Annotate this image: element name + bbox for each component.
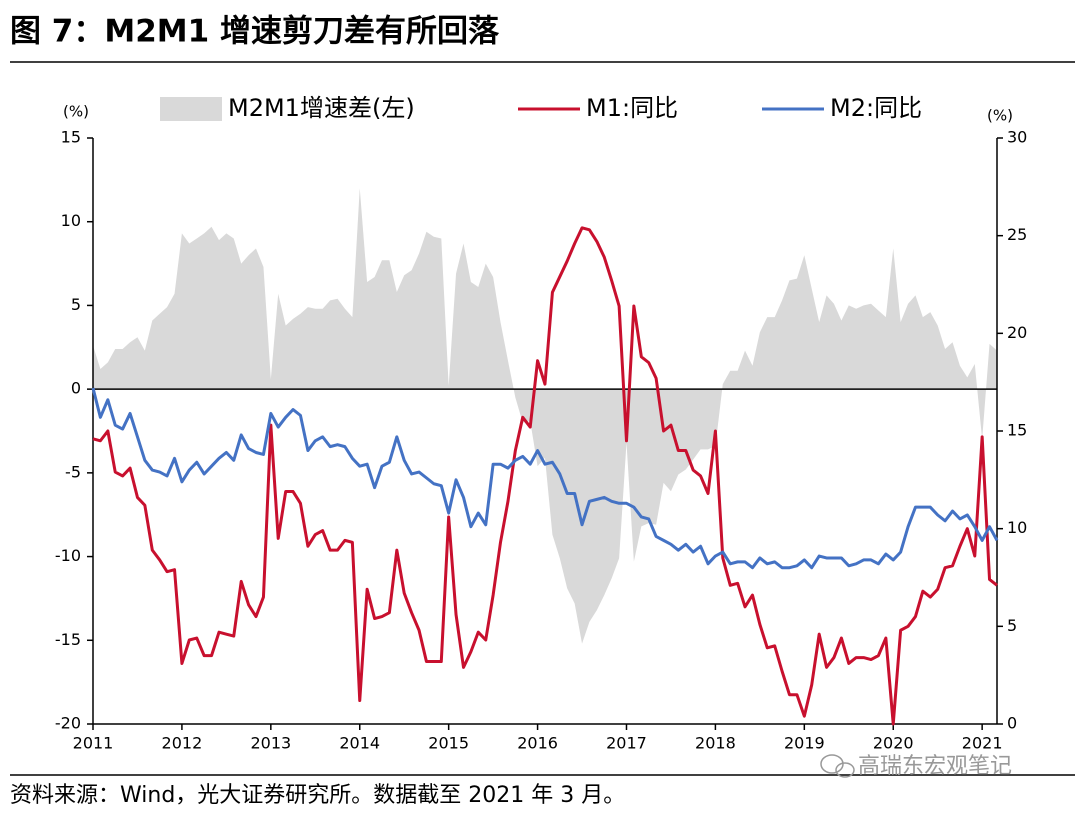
line-series bbox=[92, 226, 998, 726]
y-tick-label: -5 bbox=[65, 462, 81, 481]
x-tick-label: 2014 bbox=[339, 734, 380, 753]
area-series bbox=[93, 188, 997, 644]
y2-tick-label: 30 bbox=[1007, 128, 1027, 147]
legend-label: M2:同比 bbox=[830, 94, 922, 122]
x-tick-label: 2018 bbox=[695, 734, 736, 753]
legend-label: M2M1增速差(左) bbox=[228, 94, 415, 122]
x-tick-label: 2015 bbox=[428, 734, 469, 753]
watermark: 高瑞东宏观笔记 bbox=[858, 754, 1012, 779]
line-series bbox=[91, 387, 999, 570]
x-tick-label: 2020 bbox=[873, 734, 914, 753]
y-tick-label: -10 bbox=[55, 546, 81, 565]
y-axis-label: (%) bbox=[63, 103, 89, 121]
source: 资料来源：Wind，光大证券研究所。数据截至 2021 年 3 月。 bbox=[10, 783, 625, 808]
y-tick-label: -20 bbox=[55, 714, 81, 733]
x-tick-label: 2011 bbox=[73, 734, 114, 753]
x-tick-label: 2012 bbox=[162, 734, 203, 753]
x-tick-label: 2021 bbox=[962, 734, 1003, 753]
y-tick-label: -15 bbox=[55, 630, 81, 649]
y2-tick-label: 5 bbox=[1007, 616, 1017, 635]
legend-label: M1:同比 bbox=[586, 94, 678, 122]
y-tick-label: 10 bbox=[61, 211, 81, 230]
x-tick-label: 2016 bbox=[517, 734, 558, 753]
y2-tick-label: 25 bbox=[1007, 225, 1027, 244]
y2-tick-label: 0 bbox=[1007, 714, 1017, 733]
x-tick-label: 2019 bbox=[784, 734, 825, 753]
y2-tick-label: 10 bbox=[1007, 518, 1027, 537]
y2-axis-label: (%) bbox=[987, 107, 1013, 125]
y-tick-label: 5 bbox=[71, 295, 81, 314]
y-tick-label: 0 bbox=[71, 379, 81, 398]
x-tick-label: 2013 bbox=[250, 734, 291, 753]
x-tick-label: 2017 bbox=[606, 734, 647, 753]
y-tick-label: 15 bbox=[61, 128, 81, 147]
y2-tick-label: 20 bbox=[1007, 323, 1027, 342]
y2-tick-label: 15 bbox=[1007, 421, 1027, 440]
title: 图 7：M2M1 增速剪刀差有所回落 bbox=[10, 14, 500, 50]
watermark-icon bbox=[820, 754, 855, 778]
legend-swatch bbox=[160, 97, 222, 121]
